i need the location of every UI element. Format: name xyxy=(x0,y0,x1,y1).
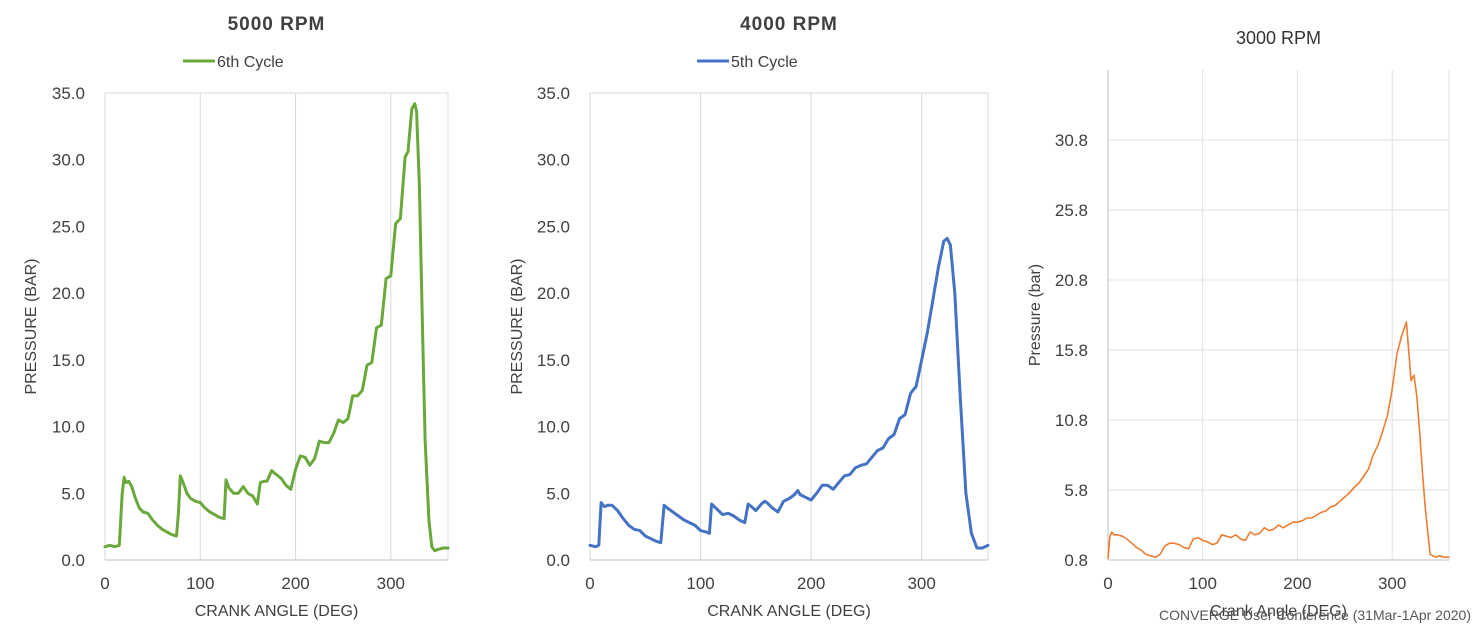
x-tick-label: 0 xyxy=(1103,574,1112,593)
legend-label: 6th Cycle xyxy=(217,54,284,71)
y-tick-label: 30.0 xyxy=(52,151,85,170)
x-tick-label: 200 xyxy=(797,574,825,593)
y-tick-label: 10.0 xyxy=(52,418,85,437)
x-axis-label: CRANK ANGLE (DEG) xyxy=(707,603,871,620)
footer-note: CONVERGE User Conference (31Mar-1Apr 202… xyxy=(1158,607,1471,623)
y-tick-label: 15.0 xyxy=(52,351,85,370)
x-tick-label: 100 xyxy=(1189,574,1217,593)
y-tick-label: 20.0 xyxy=(52,284,85,303)
x-tick-label: 300 xyxy=(1378,574,1406,593)
y-axis-label: Pressure (bar) xyxy=(1027,264,1044,366)
y-tick-label: 0.0 xyxy=(546,551,570,570)
x-tick-label: 0 xyxy=(585,574,594,593)
y-tick-label: 5.0 xyxy=(546,484,570,503)
chart-title: 5000 RPM xyxy=(228,14,326,35)
y-tick-label: 5.8 xyxy=(1064,481,1088,500)
y-axis-label: PRESSURE (BAR) xyxy=(509,258,526,394)
x-tick-label: 300 xyxy=(907,574,935,593)
y-tick-label: 35.0 xyxy=(52,84,85,103)
x-axis-label: CRANK ANGLE (DEG) xyxy=(195,603,359,620)
x-tick-label: 0 xyxy=(100,574,109,593)
y-tick-label: 35.0 xyxy=(537,84,570,103)
y-tick-label: 0.0 xyxy=(61,551,85,570)
y-tick-label: 0.8 xyxy=(1064,551,1088,570)
chart-title: 3000 RPM xyxy=(1236,28,1321,48)
y-tick-label: 15.8 xyxy=(1055,341,1088,360)
legend-label: 5th Cycle xyxy=(731,54,798,71)
x-tick-label: 200 xyxy=(1283,574,1311,593)
y-tick-label: 5.0 xyxy=(61,484,85,503)
x-tick-label: 200 xyxy=(281,574,309,593)
series-line xyxy=(1107,321,1450,560)
y-tick-label: 15.0 xyxy=(537,351,570,370)
series-line xyxy=(588,236,990,550)
y-tick-label: 25.0 xyxy=(52,217,85,236)
x-tick-label: 100 xyxy=(186,574,214,593)
x-tick-label: 100 xyxy=(686,574,714,593)
y-tick-label: 20.0 xyxy=(537,284,570,303)
y-axis-label: PRESSURE (BAR) xyxy=(23,258,40,394)
y-tick-label: 30.0 xyxy=(537,151,570,170)
y-tick-label: 25.0 xyxy=(537,217,570,236)
y-tick-label: 10.8 xyxy=(1055,411,1088,430)
y-tick-label: 25.8 xyxy=(1055,201,1088,220)
x-axis-label: Crank Angle (DEG) xyxy=(1210,603,1347,620)
y-tick-label: 30.8 xyxy=(1055,131,1088,150)
series-line xyxy=(103,102,450,553)
y-tick-label: 20.8 xyxy=(1055,271,1088,290)
chart-title: 4000 RPM xyxy=(740,14,838,35)
y-tick-label: 10.0 xyxy=(537,418,570,437)
x-tick-label: 300 xyxy=(377,574,405,593)
